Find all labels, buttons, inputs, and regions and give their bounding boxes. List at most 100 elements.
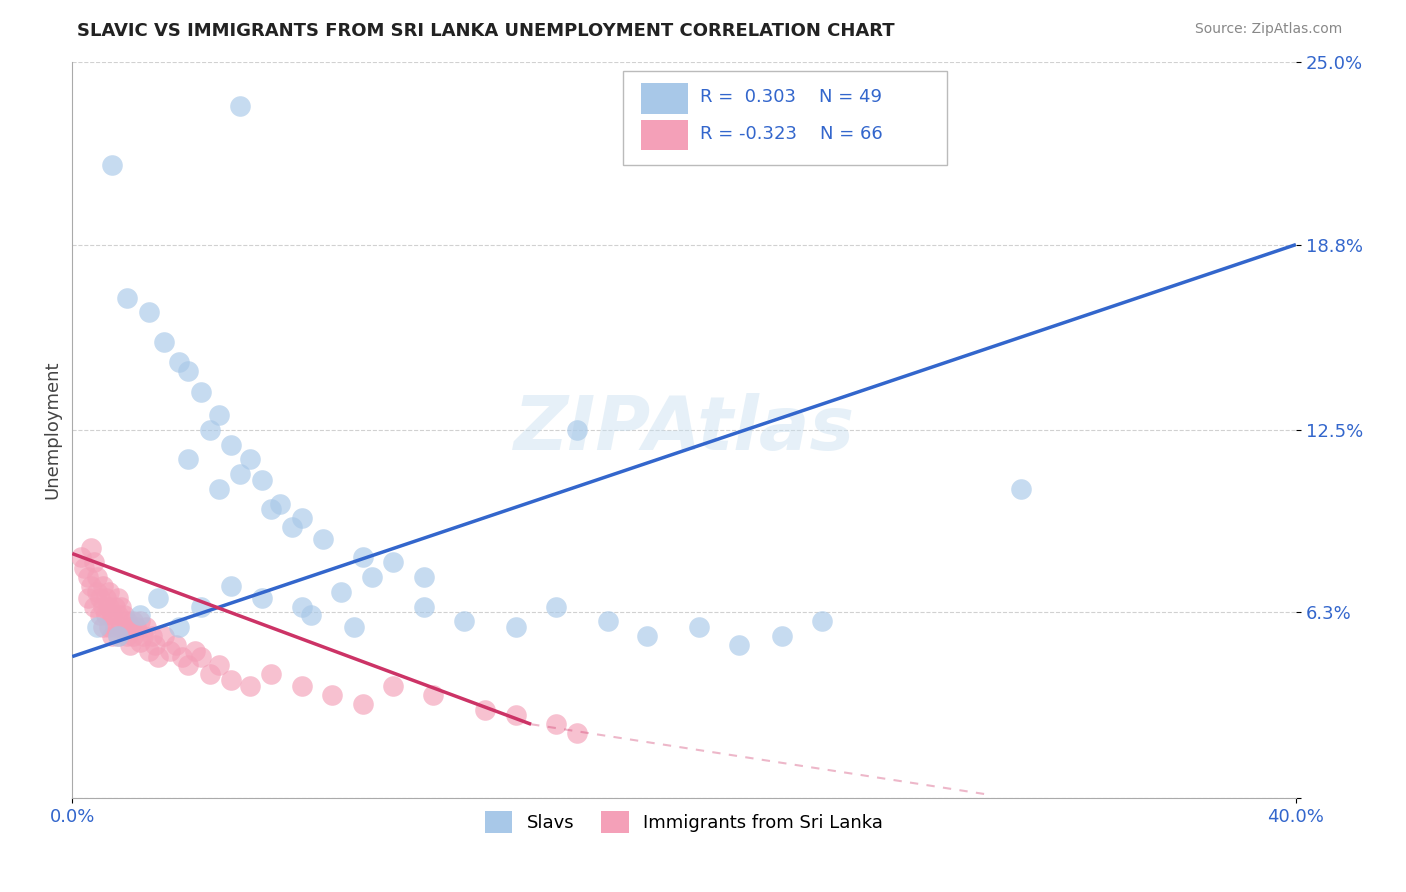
Point — [198, 667, 221, 681]
Text: ZIPAtlas: ZIPAtlas — [513, 393, 855, 467]
Point — [120, 638, 142, 652]
Bar — [641, 83, 688, 113]
Point — [361, 570, 384, 584]
Point — [91, 579, 114, 593]
Point — [312, 532, 335, 546]
Point — [382, 555, 405, 569]
Point — [565, 726, 588, 740]
Point — [565, 423, 588, 437]
Point — [138, 643, 160, 657]
Point — [250, 473, 273, 487]
Point — [505, 708, 527, 723]
Text: R = -0.323    N = 66: R = -0.323 N = 66 — [700, 125, 883, 144]
Point — [117, 291, 139, 305]
Point — [190, 649, 212, 664]
Point — [260, 667, 283, 681]
Point — [153, 629, 176, 643]
Point — [190, 599, 212, 614]
Point — [141, 629, 163, 643]
Point — [101, 608, 124, 623]
Point — [107, 608, 129, 623]
Point — [1010, 482, 1032, 496]
Point — [83, 555, 105, 569]
Point — [221, 673, 243, 687]
Point — [343, 620, 366, 634]
Point — [117, 614, 139, 628]
Point — [177, 364, 200, 378]
Point — [221, 579, 243, 593]
Point — [107, 629, 129, 643]
Point — [104, 599, 127, 614]
Point — [143, 638, 166, 652]
Point — [97, 620, 120, 634]
Point — [117, 629, 139, 643]
Legend: Slavs, Immigrants from Sri Lanka: Slavs, Immigrants from Sri Lanka — [478, 804, 890, 840]
Point — [146, 649, 169, 664]
Point — [128, 635, 150, 649]
Point — [505, 620, 527, 634]
Point — [70, 549, 93, 564]
Point — [125, 620, 148, 634]
Point — [159, 643, 181, 657]
Point — [76, 591, 98, 605]
Point — [291, 679, 314, 693]
Point — [83, 599, 105, 614]
Text: R =  0.303    N = 49: R = 0.303 N = 49 — [700, 88, 882, 106]
Point — [138, 305, 160, 319]
Point — [299, 608, 322, 623]
Point — [79, 579, 101, 593]
Point — [172, 649, 194, 664]
Text: SLAVIC VS IMMIGRANTS FROM SRI LANKA UNEMPLOYMENT CORRELATION CHART: SLAVIC VS IMMIGRANTS FROM SRI LANKA UNEM… — [77, 22, 896, 40]
Point — [291, 511, 314, 525]
Point — [208, 658, 231, 673]
Point — [97, 599, 120, 614]
Point — [104, 620, 127, 634]
Point — [474, 702, 496, 716]
Point — [76, 570, 98, 584]
Point — [128, 608, 150, 623]
Point — [413, 570, 436, 584]
Point — [321, 688, 343, 702]
Point — [165, 638, 187, 652]
Point — [73, 561, 96, 575]
Point — [291, 599, 314, 614]
Point — [810, 614, 832, 628]
Point — [89, 608, 111, 623]
Point — [382, 679, 405, 693]
Point — [146, 591, 169, 605]
Point — [86, 584, 108, 599]
Point — [89, 591, 111, 605]
Point — [413, 599, 436, 614]
Point — [198, 423, 221, 437]
Point — [229, 467, 252, 482]
Point — [208, 409, 231, 423]
FancyBboxPatch shape — [623, 71, 948, 165]
Point — [239, 452, 262, 467]
Point — [94, 608, 117, 623]
Point — [94, 591, 117, 605]
Point — [169, 355, 191, 369]
Point — [122, 629, 145, 643]
Point — [131, 629, 153, 643]
Point — [177, 658, 200, 673]
Point — [260, 502, 283, 516]
Point — [135, 620, 157, 634]
Point — [91, 599, 114, 614]
Point — [128, 614, 150, 628]
Point — [101, 158, 124, 172]
Point — [636, 629, 658, 643]
Point — [110, 620, 132, 634]
Point — [330, 584, 353, 599]
Text: Source: ZipAtlas.com: Source: ZipAtlas.com — [1195, 22, 1343, 37]
Point — [352, 697, 374, 711]
Point — [728, 638, 751, 652]
Point — [190, 384, 212, 399]
Point — [107, 591, 129, 605]
Point — [453, 614, 475, 628]
Point — [101, 629, 124, 643]
Point — [544, 717, 567, 731]
Bar — [641, 120, 688, 151]
Point — [169, 620, 191, 634]
Point — [688, 620, 710, 634]
Point — [120, 620, 142, 634]
